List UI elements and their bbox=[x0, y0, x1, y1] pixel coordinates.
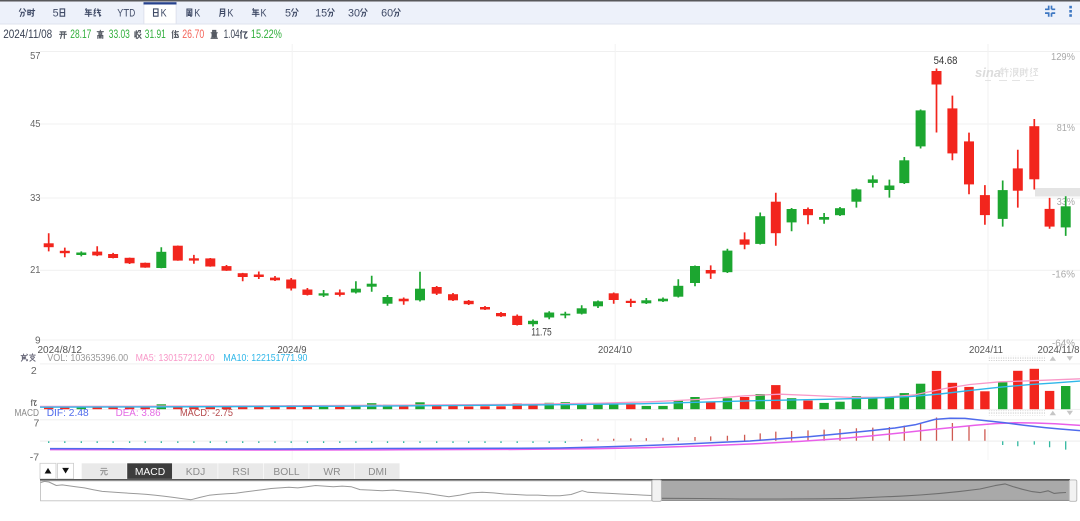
svg-text:45: 45 bbox=[30, 119, 41, 130]
svg-text:BOLL: BOLL bbox=[273, 467, 300, 478]
svg-text:5: 5 bbox=[53, 7, 59, 19]
svg-text:1.04: 1.04 bbox=[224, 29, 240, 41]
svg-text:MACD: MACD bbox=[15, 407, 40, 419]
svg-text:2024/11: 2024/11 bbox=[969, 345, 1003, 356]
svg-text:MA5: 130157212.00: MA5: 130157212.00 bbox=[136, 352, 215, 364]
svg-text:7: 7 bbox=[34, 417, 40, 429]
svg-text:2024/11/08: 2024/11/08 bbox=[3, 29, 52, 41]
svg-text:11.75: 11.75 bbox=[531, 327, 551, 339]
svg-text:KDJ: KDJ bbox=[186, 467, 205, 478]
svg-text:-64%: -64% bbox=[1052, 338, 1075, 349]
svg-text:K: K bbox=[194, 7, 201, 19]
svg-text:2024/9: 2024/9 bbox=[278, 345, 307, 356]
svg-text:RSI: RSI bbox=[232, 467, 249, 478]
svg-text:K: K bbox=[261, 7, 268, 19]
svg-text:31.91: 31.91 bbox=[145, 29, 166, 41]
svg-text:2024/10: 2024/10 bbox=[598, 345, 632, 356]
svg-text:K: K bbox=[227, 7, 234, 19]
svg-text:K: K bbox=[161, 7, 168, 19]
svg-text:28.17: 28.17 bbox=[70, 29, 91, 41]
svg-text:3: 3 bbox=[348, 7, 354, 19]
svg-text:57: 57 bbox=[30, 51, 41, 62]
svg-text:MACD: -2.75: MACD: -2.75 bbox=[180, 407, 233, 419]
svg-text:26.70: 26.70 bbox=[182, 29, 204, 41]
svg-text:0: 0 bbox=[354, 7, 360, 19]
svg-text:DEA: 3.86: DEA: 3.86 bbox=[116, 407, 161, 419]
svg-text:DIF: 2.48: DIF: 2.48 bbox=[47, 407, 89, 419]
svg-text:-7: -7 bbox=[30, 451, 39, 463]
svg-text:1: 1 bbox=[315, 7, 321, 19]
svg-text:T: T bbox=[123, 7, 129, 19]
svg-text:21: 21 bbox=[30, 265, 41, 276]
svg-text:DMI: DMI bbox=[368, 467, 387, 478]
svg-text:MA10: 122151771.90: MA10: 122151771.90 bbox=[223, 352, 307, 364]
svg-text:33: 33 bbox=[30, 193, 41, 204]
svg-text:2: 2 bbox=[31, 365, 37, 377]
svg-text:2024/8/12: 2024/8/12 bbox=[38, 345, 83, 356]
svg-text:15.22%: 15.22% bbox=[251, 29, 282, 41]
svg-text:MACD: MACD bbox=[135, 467, 165, 478]
svg-text:129%: 129% bbox=[1051, 52, 1075, 63]
svg-text:WR: WR bbox=[323, 467, 340, 478]
svg-text:54.68: 54.68 bbox=[934, 55, 958, 67]
svg-text:-16%: -16% bbox=[1052, 269, 1075, 280]
svg-text:Y: Y bbox=[117, 7, 123, 19]
svg-text:0: 0 bbox=[387, 7, 393, 19]
svg-text:9: 9 bbox=[35, 336, 41, 347]
svg-text:5: 5 bbox=[321, 7, 327, 19]
svg-text:33.03: 33.03 bbox=[109, 29, 130, 41]
svg-text:81%: 81% bbox=[1057, 123, 1075, 134]
svg-text:5: 5 bbox=[285, 7, 291, 19]
svg-text:VOL: 103635396.00: VOL: 103635396.00 bbox=[47, 352, 128, 364]
svg-text:2024/11/8: 2024/11/8 bbox=[1038, 345, 1080, 356]
svg-text:D: D bbox=[129, 7, 135, 19]
svg-text:6: 6 bbox=[381, 7, 387, 19]
svg-text:sina: sina bbox=[975, 65, 1001, 80]
